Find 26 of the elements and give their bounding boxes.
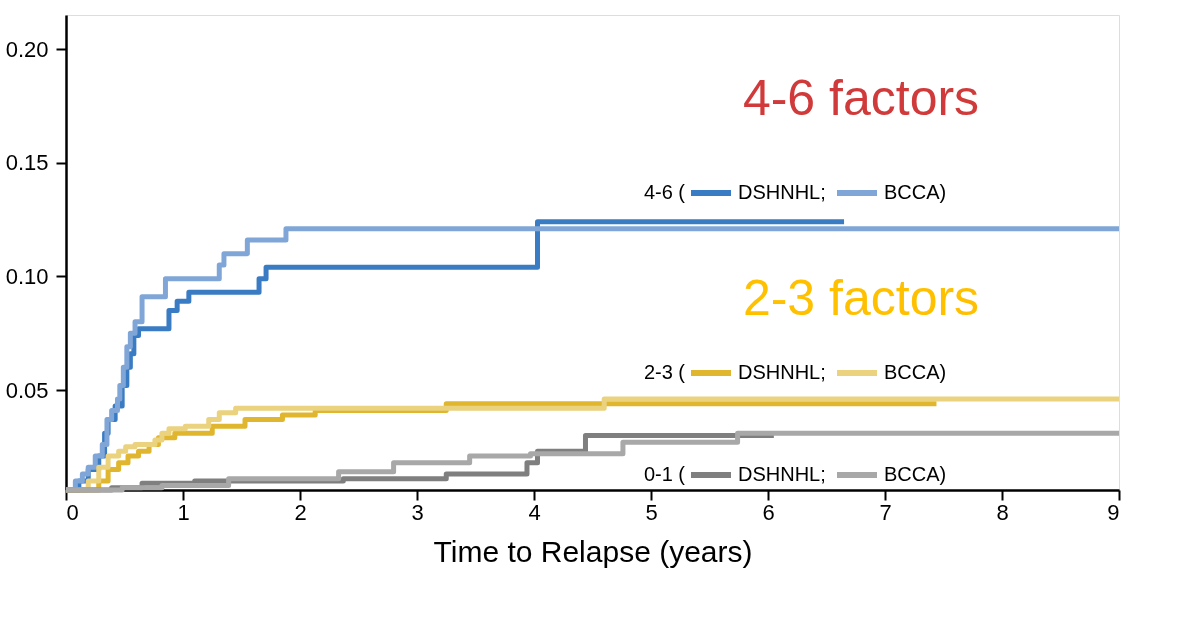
x-tick-label: 5	[645, 499, 658, 525]
x-tick-label: 4	[528, 499, 541, 525]
annotation: 4-6 (	[643, 181, 686, 203]
y-tick-label: 0.10	[5, 263, 49, 289]
x-tick-label: 6	[762, 499, 775, 525]
annotation: 4-6 factors	[742, 70, 980, 126]
annotation: 2-3 factors	[742, 270, 980, 326]
y-tick-label: 0.15	[5, 150, 49, 176]
legend-label: BCCA)	[884, 361, 947, 383]
x-tick-label: 9	[1107, 499, 1120, 525]
y-tick-label: 0.20	[5, 36, 49, 62]
x-tick-label: 2	[294, 499, 307, 525]
annotation: 0-1 (	[643, 463, 686, 485]
x-tick-label: 8	[996, 499, 1009, 525]
y-tick-label: 0.05	[5, 377, 49, 403]
legend-label: DSHNHL;	[738, 181, 826, 203]
legend-label: DSHNHL;	[738, 361, 826, 383]
x-tick-label: 1	[177, 499, 190, 525]
legend-label: DSHNHL;	[738, 463, 826, 485]
annotation: 2-3 (	[643, 361, 686, 383]
x-tick-label: 3	[411, 499, 424, 525]
x-axis-title: Time to Relapse (years)	[433, 534, 753, 568]
legend-label: BCCA)	[884, 181, 947, 203]
x-tick-label: 7	[879, 499, 892, 525]
legend-label: BCCA)	[884, 463, 947, 485]
x-tick-label: 0	[66, 499, 79, 525]
